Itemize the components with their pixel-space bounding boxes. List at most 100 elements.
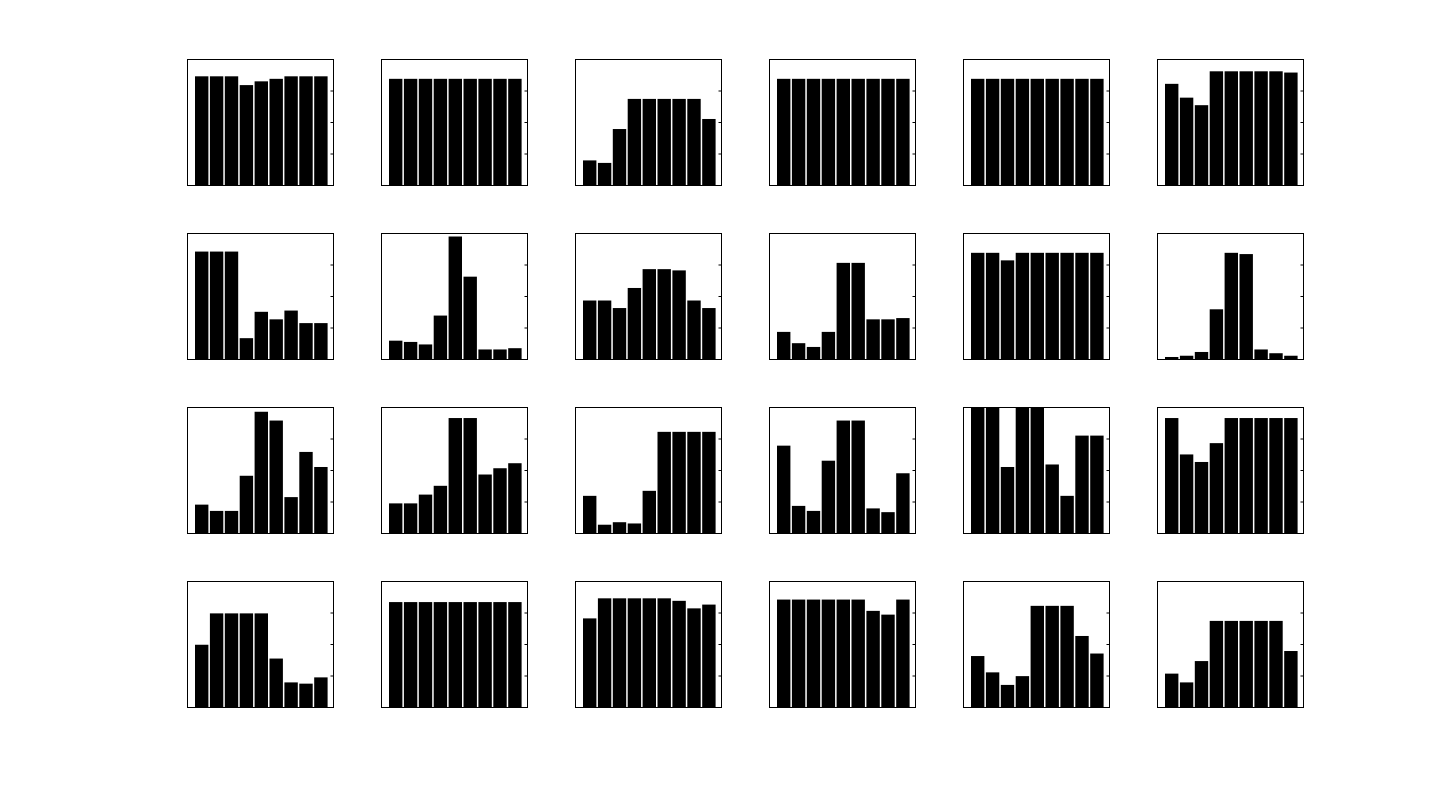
bar-5: [1224, 252, 1238, 360]
bar-8: [493, 78, 507, 186]
bar-6: [463, 276, 477, 360]
bar-9: [314, 323, 328, 360]
bar-4: [433, 315, 448, 360]
bar-3: [806, 346, 821, 360]
bar-7: [284, 682, 298, 708]
bar-5: [642, 269, 656, 360]
chart-panel-14: [381, 407, 528, 534]
bar-5: [448, 418, 462, 534]
bar-3: [418, 78, 433, 186]
chart-panel-9: [575, 233, 722, 360]
bar-7: [672, 600, 686, 708]
bar-8: [881, 78, 895, 186]
bar-4: [239, 613, 254, 708]
bar-4: [239, 338, 254, 360]
chart-panel-17: [963, 407, 1110, 534]
chart-panel-10: [769, 233, 916, 360]
bar-3: [612, 522, 627, 534]
bar-7: [478, 474, 492, 534]
bar-6: [269, 319, 283, 360]
bar-6: [1239, 71, 1253, 186]
bar-4: [433, 602, 448, 708]
bar-1: [195, 251, 209, 360]
chart-panel-23: [963, 581, 1110, 708]
bar-8: [687, 300, 701, 360]
bar-9: [1284, 72, 1298, 186]
bar-9: [314, 76, 328, 186]
bar-8: [299, 683, 313, 708]
bar-1: [389, 78, 403, 186]
chart-panel-5: [963, 59, 1110, 186]
bar-9: [1284, 418, 1298, 534]
chart-panel-1: [187, 59, 334, 186]
bar-6: [1045, 464, 1059, 534]
bar-7: [1060, 252, 1074, 360]
bar-4: [821, 599, 836, 708]
bar-1: [1165, 673, 1179, 708]
bar-3: [1000, 78, 1015, 186]
bar-1: [1165, 83, 1179, 186]
bar-3: [806, 78, 821, 186]
bar-4: [627, 523, 642, 534]
bar-4: [1015, 676, 1030, 708]
bar-7: [1060, 495, 1074, 534]
bar-2: [1179, 355, 1194, 360]
bar-6: [1239, 418, 1253, 534]
bar-5: [254, 411, 268, 534]
bar-8: [1269, 71, 1283, 186]
bar-2: [403, 341, 418, 360]
bar-9: [702, 431, 716, 534]
bar-4: [1209, 71, 1224, 186]
bar-7: [672, 98, 686, 186]
bar-6: [1045, 78, 1059, 186]
bar-6: [463, 602, 477, 708]
bar-3: [418, 494, 433, 534]
bar-9: [314, 466, 328, 534]
bar-7: [284, 76, 298, 186]
bar-6: [1239, 620, 1253, 708]
bar-9: [1090, 252, 1104, 360]
bar-1: [583, 618, 597, 708]
bar-3: [612, 308, 627, 360]
bar-4: [1209, 443, 1224, 534]
bar-8: [881, 512, 895, 534]
bar-2: [209, 510, 224, 534]
bar-4: [627, 287, 642, 360]
bar-1: [777, 78, 791, 186]
bar-5: [642, 490, 656, 534]
bar-2: [209, 76, 224, 186]
bar-6: [463, 418, 477, 534]
bar-6: [657, 598, 671, 708]
bar-2: [1179, 682, 1194, 708]
bar-9: [702, 604, 716, 708]
bar-7: [1254, 418, 1268, 534]
bar-5: [836, 262, 850, 360]
bar-2: [403, 503, 418, 534]
bar-8: [1269, 418, 1283, 534]
bar-3: [1000, 260, 1015, 360]
bar-5: [642, 98, 656, 186]
bar-6: [657, 269, 671, 360]
bar-5: [1030, 252, 1044, 360]
chart-panel-4: [769, 59, 916, 186]
bar-4: [433, 485, 448, 534]
bar-1: [195, 76, 209, 186]
bar-6: [657, 98, 671, 186]
bar-1: [583, 495, 597, 534]
bar-7: [1254, 349, 1268, 360]
bar-4: [1209, 309, 1224, 360]
bar-7: [478, 78, 492, 186]
bar-7: [284, 497, 298, 534]
chart-panel-11: [963, 233, 1110, 360]
bar-9: [508, 78, 522, 186]
bar-8: [493, 602, 507, 708]
bar-2: [597, 524, 612, 534]
bar-1: [195, 644, 209, 708]
bar-8: [1075, 252, 1089, 360]
bar-1: [389, 503, 403, 534]
bar-8: [687, 98, 701, 186]
bar-2: [1179, 97, 1194, 186]
bar-7: [672, 270, 686, 360]
bar-2: [597, 598, 612, 708]
bar-9: [1090, 78, 1104, 186]
